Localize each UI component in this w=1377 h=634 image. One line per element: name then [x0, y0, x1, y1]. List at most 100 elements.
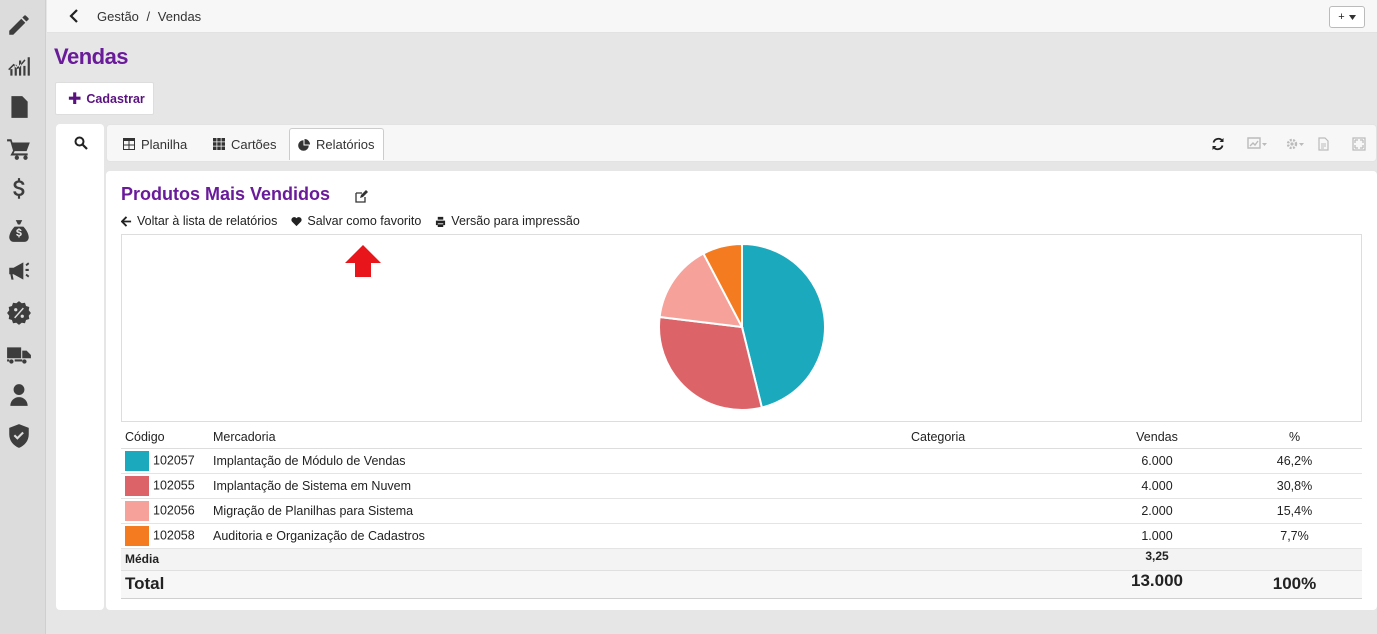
save-favorite-label: Salvar como favorito — [307, 214, 422, 228]
heart-icon — [291, 216, 302, 226]
truck-icon[interactable] — [5, 340, 33, 370]
printer-icon — [436, 216, 446, 227]
row-codigo: 102056 — [153, 502, 195, 517]
col-mercadoria[interactable]: Mercadoria — [209, 426, 907, 449]
search-icon[interactable] — [74, 136, 88, 150]
color-swatch — [125, 525, 149, 546]
file-icon[interactable] — [1315, 136, 1331, 152]
row-codigo: 102058 — [153, 527, 195, 542]
col-percent[interactable]: % — [1227, 426, 1362, 449]
table-row[interactable]: 102058 Auditoria e Organização de Cadast… — [121, 523, 1362, 549]
total-label: Total — [121, 570, 209, 599]
cart-icon[interactable] — [5, 134, 33, 164]
row-codigo: 102057 — [153, 452, 195, 467]
total-vendas: 13.000 — [1087, 570, 1227, 599]
sales-table: Código Mercadoria Categoria Vendas % 102… — [121, 426, 1362, 599]
document-icon[interactable] — [5, 92, 33, 122]
edit-icon[interactable] — [355, 190, 368, 203]
row-vendas: 1.000 — [1087, 523, 1227, 549]
user-icon[interactable] — [5, 380, 33, 410]
pie-chart-icon — [298, 138, 310, 151]
pie-slice-102058[interactable] — [702, 242, 743, 328]
color-swatch — [125, 450, 149, 471]
search-panel — [56, 124, 104, 610]
caret-down-icon — [1348, 14, 1356, 20]
row-categoria — [907, 498, 1087, 524]
row-categoria — [907, 448, 1087, 474]
refresh-icon[interactable] — [1210, 136, 1226, 152]
row-categoria — [907, 473, 1087, 499]
row-vendas: 6.000 — [1087, 448, 1227, 474]
page-title: Vendas — [54, 44, 129, 69]
media-row: Média 3,25 — [121, 548, 1362, 571]
red-arrow-annotation-icon — [345, 245, 381, 277]
back-to-reports-label: Voltar à lista de relatórios — [137, 214, 278, 228]
view-tabs-bar: Planilha Cartões Relatórios — [106, 124, 1377, 162]
media-label: Média — [121, 548, 209, 571]
row-percent: 30,8% — [1227, 473, 1362, 499]
top-bar: Gestão / Vendas + — [47, 0, 1377, 33]
breadcrumb-current: Vendas — [157, 9, 202, 24]
breadcrumb: Gestão / Vendas — [97, 9, 205, 24]
discount-badge-icon[interactable] — [5, 298, 33, 328]
report-title: Produtos Mais Vendidos — [121, 184, 331, 204]
sidebar — [0, 0, 46, 634]
dollar-icon[interactable] — [5, 174, 33, 204]
tab-relatorios[interactable]: Relatórios — [289, 128, 384, 160]
plus-icon: ✚ — [68, 90, 82, 108]
media-value: 3,25 — [1087, 548, 1227, 571]
save-favorite-link[interactable]: Salvar como favorito — [291, 214, 421, 228]
color-swatch — [125, 475, 149, 496]
total-percent: 100% — [1227, 570, 1362, 599]
col-categoria[interactable]: Categoria — [907, 426, 1087, 449]
arrow-left-icon — [121, 215, 132, 227]
analytics-icon[interactable] — [5, 52, 33, 82]
add-dropdown-button[interactable]: + — [1329, 6, 1365, 28]
total-row: Total 13.000 100% — [121, 570, 1362, 599]
cadastrar-button[interactable]: ✚ Cadastrar — [55, 82, 154, 115]
cadastrar-label: Cadastrar — [86, 91, 145, 106]
pie-slice-102055[interactable] — [658, 315, 764, 411]
col-vendas[interactable]: Vendas — [1087, 426, 1227, 449]
row-mercadoria: Implantação de Módulo de Vendas — [209, 448, 907, 474]
row-mercadoria: Implantação de Sistema em Nuvem — [209, 473, 907, 499]
row-mercadoria: Auditoria e Organização de Cadastros — [209, 523, 907, 549]
table-row[interactable]: 102056 Migração de Planilhas para Sistem… — [121, 498, 1362, 524]
table-row[interactable]: 102057 Implantação de Módulo de Vendas 6… — [121, 448, 1362, 474]
row-vendas: 2.000 — [1087, 498, 1227, 524]
gear-icon[interactable] — [1283, 136, 1307, 152]
table-icon — [123, 138, 135, 150]
breadcrumb-section[interactable]: Gestão — [97, 9, 139, 24]
table-header-row: Código Mercadoria Categoria Vendas % — [121, 426, 1362, 449]
money-bag-icon[interactable] — [5, 216, 33, 246]
print-version-label: Versão para impressão — [451, 214, 580, 228]
megaphone-icon[interactable] — [5, 256, 33, 286]
row-percent: 46,2% — [1227, 448, 1362, 474]
report-card: Produtos Mais Vendidos Voltar à lista de… — [106, 171, 1377, 610]
tab-planilha[interactable]: Planilha — [115, 129, 195, 159]
pencil-icon[interactable] — [5, 10, 33, 40]
tab-planilha-label: Planilha — [141, 136, 188, 152]
add-label: + — [1338, 11, 1345, 23]
row-percent: 15,4% — [1227, 498, 1362, 524]
pie-slice-102056[interactable] — [658, 252, 744, 329]
col-codigo[interactable]: Código — [121, 426, 209, 449]
tab-cartoes-label: Cartões — [231, 136, 277, 152]
tab-cartoes[interactable]: Cartões — [205, 129, 285, 159]
shield-icon[interactable] — [5, 421, 33, 451]
pie-chart — [658, 242, 826, 411]
row-vendas: 4.000 — [1087, 473, 1227, 499]
back-arrow-icon[interactable] — [67, 8, 81, 24]
back-to-reports-link[interactable]: Voltar à lista de relatórios — [121, 214, 277, 228]
table-row[interactable]: 102055 Implantação de Sistema em Nuvem 4… — [121, 473, 1362, 499]
pie-chart-area — [121, 234, 1362, 422]
fullscreen-icon[interactable] — [1351, 136, 1367, 152]
breadcrumb-separator: / — [146, 9, 151, 24]
row-codigo: 102055 — [153, 477, 195, 492]
chart-options-icon[interactable] — [1245, 136, 1269, 152]
report-links: Voltar à lista de relatórios Salvar como… — [121, 214, 580, 228]
tab-relatorios-label: Relatórios — [316, 137, 375, 152]
print-version-link[interactable]: Versão para impressão — [435, 214, 580, 228]
row-categoria — [907, 523, 1087, 549]
pie-slice-102057[interactable] — [741, 242, 826, 409]
